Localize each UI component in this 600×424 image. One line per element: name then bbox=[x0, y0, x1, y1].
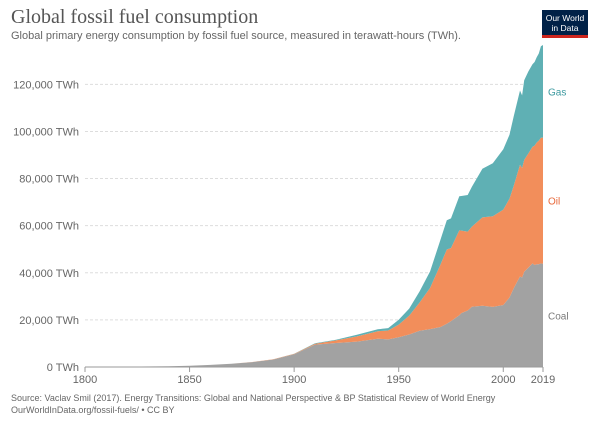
source-note: Source: Vaclav Smil (2017). Energy Trans… bbox=[11, 393, 496, 403]
area-coal bbox=[85, 263, 543, 367]
y-tick-label: 0 TWh bbox=[47, 362, 79, 374]
logo-line-1: Our World bbox=[545, 13, 585, 23]
x-tick-label: 1900 bbox=[282, 374, 306, 386]
x-tick-label: 2019 bbox=[531, 374, 555, 386]
x-tick-label: 1800 bbox=[73, 374, 97, 386]
y-tick-label: 60,000 TWh bbox=[19, 221, 79, 233]
area-oil bbox=[85, 137, 543, 367]
series-label-oil: Oil bbox=[548, 197, 560, 208]
y-tick-label: 120,000 TWh bbox=[13, 79, 79, 91]
logo-accent-bar bbox=[542, 35, 588, 38]
series-labels: Coal Oil Gas bbox=[548, 87, 569, 322]
x-tick-label: 2000 bbox=[491, 374, 515, 386]
y-tick-label: 100,000 TWh bbox=[13, 126, 79, 138]
series-label-coal: Coal bbox=[548, 311, 569, 322]
y-tick-label: 80,000 TWh bbox=[19, 174, 79, 186]
license-text: • CC BY bbox=[141, 405, 175, 415]
y-axis: 0 TWh 20,000 TWh 40,000 TWh 60,000 TWh 80,00… bbox=[13, 79, 79, 374]
source-url-link[interactable]: OurWorldInData.org/fossil-fuels/ bbox=[11, 405, 139, 415]
chart-title: Global fossil fuel consumption bbox=[11, 6, 259, 28]
y-tick-label: 20,000 TWh bbox=[19, 315, 79, 327]
series-label-gas: Gas bbox=[548, 87, 566, 98]
owid-logo[interactable]: Our World in Data bbox=[542, 10, 588, 38]
footer: Source: Vaclav Smil (2017). Energy Trans… bbox=[11, 392, 495, 416]
y-tick-label: 40,000 TWh bbox=[19, 268, 79, 280]
stacked-areas bbox=[85, 45, 543, 367]
chart-subtitle: Global primary energy consumption by fos… bbox=[11, 30, 461, 42]
x-tick-label: 1950 bbox=[386, 374, 410, 386]
source-link-line: OurWorldInData.org/fossil-fuels/ • CC BY bbox=[11, 404, 495, 416]
x-tick-label: 1850 bbox=[177, 374, 201, 386]
logo-line-2: in Data bbox=[551, 23, 579, 33]
area-gas bbox=[85, 45, 543, 367]
x-axis: 1800 1850 1900 1950 2000 2019 bbox=[73, 366, 555, 386]
